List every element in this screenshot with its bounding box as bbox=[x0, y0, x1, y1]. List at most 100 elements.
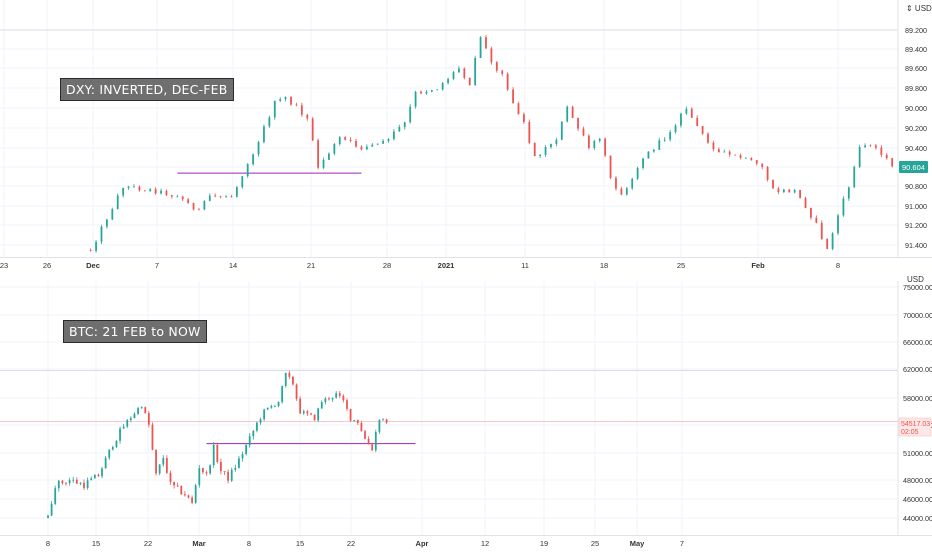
dxy-candle-body bbox=[766, 166, 769, 180]
bottom-currency-label[interactable]: USD bbox=[907, 275, 924, 284]
btc-candle-body bbox=[317, 408, 320, 421]
dxy-candle-body bbox=[160, 190, 162, 194]
dxy-candle-body bbox=[100, 226, 103, 242]
btc-candle-body bbox=[313, 414, 316, 421]
dxy-candle-body bbox=[198, 209, 200, 211]
dxy-candle-body bbox=[755, 160, 758, 164]
dxy-annotation[interactable]: DXY: INVERTED, DEC-FEB bbox=[60, 78, 234, 101]
dxy-candle-body bbox=[279, 99, 282, 101]
btc-y-tick-label: 75000.00 bbox=[903, 283, 932, 292]
dxy-candle-body bbox=[317, 140, 320, 168]
dxy-candle-body bbox=[311, 118, 314, 141]
dxy-candle-body bbox=[365, 146, 368, 150]
dxy-candle-body bbox=[555, 139, 558, 145]
btc-candle-body bbox=[122, 426, 125, 429]
dxy-candle-body bbox=[869, 145, 872, 147]
btc-candle-body bbox=[252, 430, 255, 437]
btc-candle-body bbox=[133, 413, 136, 419]
dxy-candle-body bbox=[111, 209, 114, 220]
dxy-candle-body bbox=[409, 106, 412, 123]
btc-candle-body bbox=[364, 431, 366, 439]
btc-candle-body bbox=[284, 372, 287, 386]
dxy-candle-body bbox=[707, 133, 709, 143]
dxy-candle-body bbox=[263, 126, 265, 143]
dxy-candle-body bbox=[387, 139, 390, 142]
dxy-candle-body bbox=[837, 215, 839, 234]
btc-candle-body bbox=[349, 408, 352, 421]
btc-candle-body bbox=[86, 480, 89, 489]
dxy-candle-body bbox=[517, 103, 520, 115]
dxy-candle-body bbox=[880, 147, 883, 155]
dxy-price-badge-text: 90.604 bbox=[902, 163, 925, 172]
btc-y-tick-label: 51000.00 bbox=[903, 449, 932, 458]
dxy-candle-body bbox=[414, 91, 417, 107]
dxy-candle-body bbox=[663, 139, 666, 141]
btc-candle-body bbox=[61, 480, 64, 484]
dxy-x-tick-label: 18 bbox=[600, 261, 608, 270]
dxy-candle-body bbox=[810, 208, 812, 218]
dxy-candle-body bbox=[615, 177, 617, 189]
btc-candle-body bbox=[360, 422, 363, 432]
btc-candle-body bbox=[209, 465, 212, 474]
dxy-candle-body bbox=[777, 188, 780, 193]
dxy-candle-body bbox=[268, 117, 271, 127]
dxy-candle-body bbox=[885, 154, 888, 159]
dxy-candle-body bbox=[587, 135, 590, 148]
dxy-candle-body bbox=[804, 198, 807, 209]
dxy-candle-body bbox=[284, 96, 287, 100]
btc-candle-body bbox=[158, 464, 161, 474]
dxy-candle-body bbox=[636, 167, 639, 179]
btc-candle-body bbox=[223, 471, 226, 472]
dxy-candle-body bbox=[820, 222, 823, 239]
dxy-candle-body bbox=[815, 217, 818, 223]
dxy-x-tick-label: 21 bbox=[307, 261, 315, 270]
btc-candle-body bbox=[205, 472, 208, 474]
btc-candle-body bbox=[382, 419, 384, 421]
dxy-candle-body bbox=[458, 68, 460, 73]
btc-y-tick-label: 66000.00 bbox=[903, 338, 932, 347]
btc-candle-body bbox=[245, 445, 248, 455]
dxy-candle-body bbox=[701, 125, 704, 134]
dxy-candle-body bbox=[116, 195, 119, 210]
dxy-candle-body bbox=[512, 89, 514, 104]
btc-candle-body bbox=[126, 419, 129, 427]
top-currency-label[interactable]: ⇕ USD bbox=[906, 4, 932, 13]
dxy-candle-body bbox=[474, 58, 477, 86]
dxy-candle-body bbox=[485, 37, 487, 49]
dxy-candle-body bbox=[436, 89, 439, 91]
dxy-candle-body bbox=[338, 137, 341, 144]
btc-annotation[interactable]: BTC: 21 FEB to NOW bbox=[63, 320, 207, 343]
btc-candle-body bbox=[90, 478, 93, 481]
btc-candle-body bbox=[173, 481, 175, 486]
btc-candle-body bbox=[367, 438, 370, 445]
dxy-x-tick-label: 2021 bbox=[438, 261, 455, 270]
btc-x-tick-label: 15 bbox=[92, 539, 100, 548]
dxy-y-tick-label: 90.400 bbox=[905, 144, 927, 153]
dxy-candle-body bbox=[208, 195, 211, 201]
dxy-candle-body bbox=[344, 137, 347, 140]
dxy-candle-body bbox=[225, 196, 227, 198]
btc-candle-body bbox=[68, 480, 71, 484]
btc-candle-body bbox=[169, 472, 172, 482]
btc-candle-body bbox=[97, 474, 100, 477]
dxy-candle-body bbox=[674, 125, 677, 133]
btc-candle-body bbox=[93, 474, 96, 479]
btc-y-tick-label: 48000.00 bbox=[903, 476, 932, 485]
dxy-candle-body bbox=[105, 219, 108, 227]
btc-candle-body bbox=[220, 461, 222, 472]
dxy-candle-body bbox=[560, 121, 563, 140]
btc-candle-body bbox=[270, 406, 273, 408]
dxy-candle-body bbox=[652, 149, 655, 152]
btc-candle-body bbox=[238, 458, 240, 468]
dxy-y-tick-label: 89.200 bbox=[905, 26, 927, 35]
dxy-candle-body bbox=[625, 188, 628, 195]
btc-candle-body bbox=[119, 428, 121, 441]
dxy-candle-body bbox=[734, 154, 737, 156]
btc-candle-body bbox=[151, 424, 154, 450]
level-lines bbox=[0, 29, 932, 445]
btc-candle-body bbox=[241, 454, 244, 459]
dxy-candle-body bbox=[490, 48, 493, 63]
btc-candle-body bbox=[65, 483, 67, 485]
